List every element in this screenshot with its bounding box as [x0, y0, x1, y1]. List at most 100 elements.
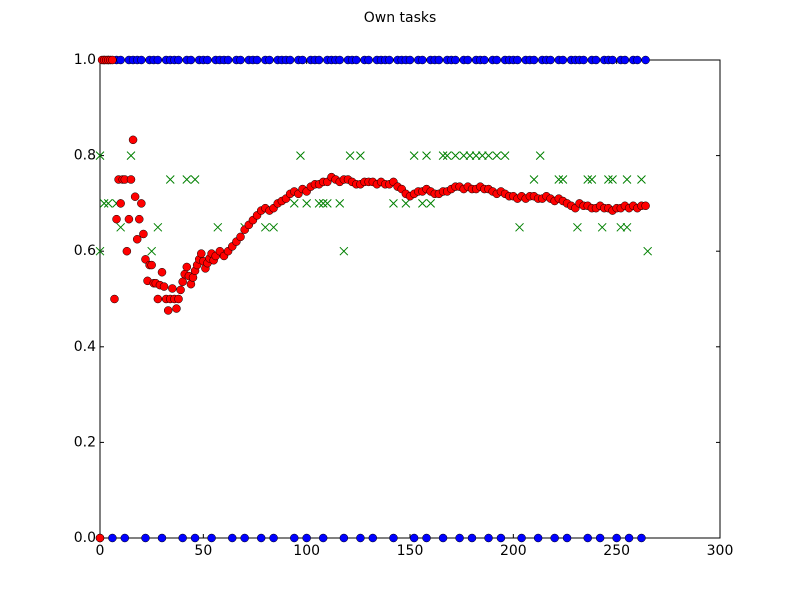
point: [463, 55, 473, 65]
point: [385, 55, 394, 65]
point: [529, 55, 539, 65]
point: [318, 533, 328, 543]
point: [290, 533, 299, 543]
point-x-marker: [484, 151, 493, 160]
point: [256, 533, 266, 543]
point: [137, 55, 146, 65]
point: [405, 55, 415, 65]
point-x-marker: [314, 199, 324, 208]
point: [364, 55, 373, 65]
point-x-marker: [554, 175, 564, 184]
point: [608, 55, 617, 65]
point-x-marker: [597, 222, 607, 232]
point-x-marker: [345, 151, 355, 160]
point: [141, 533, 150, 543]
point: [409, 533, 419, 543]
point: [120, 533, 130, 543]
point: [132, 235, 142, 244]
point-x-marker: [356, 151, 365, 160]
point: [637, 533, 646, 543]
point-x-marker: [103, 199, 113, 208]
y-tick-label: 0.8: [74, 148, 96, 164]
point-x-marker: [296, 151, 305, 160]
point: [285, 55, 295, 65]
point-x-marker: [289, 199, 299, 208]
point: [558, 55, 568, 65]
point: [583, 533, 592, 543]
point-x-marker: [583, 175, 593, 184]
point-x-marker: [515, 222, 524, 232]
point-x-marker: [471, 151, 481, 160]
point: [591, 55, 601, 65]
point: [455, 533, 464, 543]
point: [513, 55, 522, 65]
point: [550, 533, 559, 543]
point-x-marker: [529, 175, 539, 184]
point: [178, 277, 187, 287]
point: [438, 533, 448, 543]
point-x-marker: [422, 151, 431, 160]
point: [178, 533, 187, 543]
point: [182, 262, 192, 272]
point: [122, 246, 132, 256]
point: [517, 533, 526, 543]
point-x-marker: [165, 175, 175, 184]
point: [236, 55, 245, 65]
point: [174, 294, 183, 304]
point: [240, 533, 249, 543]
point: [302, 533, 311, 543]
point-x-marker: [126, 151, 136, 160]
point: [265, 55, 274, 65]
point: [137, 199, 146, 208]
point: [153, 294, 163, 304]
point-x-marker: [153, 222, 163, 232]
point: [236, 232, 245, 242]
point: [562, 533, 572, 543]
point-x-marker: [322, 199, 332, 208]
point-x-marker: [616, 222, 626, 232]
point: [203, 55, 212, 65]
point: [163, 306, 173, 315]
point-x-marker: [99, 199, 109, 208]
point-x-marker: [535, 151, 545, 160]
point-x-marker: [492, 151, 502, 160]
point-x-marker: [442, 151, 452, 160]
point-x-marker: [451, 151, 460, 160]
point: [128, 135, 138, 145]
point-x-marker: [213, 222, 223, 232]
point: [480, 55, 489, 65]
chart-title: Own tasks: [364, 10, 437, 26]
point: [335, 55, 344, 65]
y-tick-label: 0.6: [74, 243, 96, 259]
point-x-marker: [608, 175, 617, 184]
point: [174, 55, 183, 65]
point: [116, 55, 125, 65]
point-x-marker: [95, 246, 105, 256]
point: [153, 55, 163, 65]
point: [352, 55, 361, 65]
point-x-marker: [438, 151, 448, 160]
point: [314, 55, 324, 65]
point: [624, 533, 634, 543]
y-tick-label: 0.0: [74, 530, 96, 546]
point: [228, 533, 237, 543]
point: [108, 533, 117, 543]
point: [546, 55, 555, 65]
x-tick-label: 0: [96, 543, 105, 559]
point: [116, 199, 125, 208]
point: [159, 282, 169, 291]
point: [269, 533, 278, 543]
point: [141, 255, 150, 264]
point: [339, 533, 349, 543]
point: [252, 55, 262, 65]
point: [172, 304, 181, 313]
point: [612, 533, 621, 543]
point: [126, 175, 136, 184]
point: [207, 533, 216, 543]
y-tick-label: 1.0: [74, 52, 96, 68]
point-x-marker: [409, 151, 419, 160]
point-x-marker: [335, 199, 345, 208]
point-x-marker: [389, 199, 398, 208]
point: [168, 284, 177, 293]
point-x-marker: [426, 199, 436, 208]
